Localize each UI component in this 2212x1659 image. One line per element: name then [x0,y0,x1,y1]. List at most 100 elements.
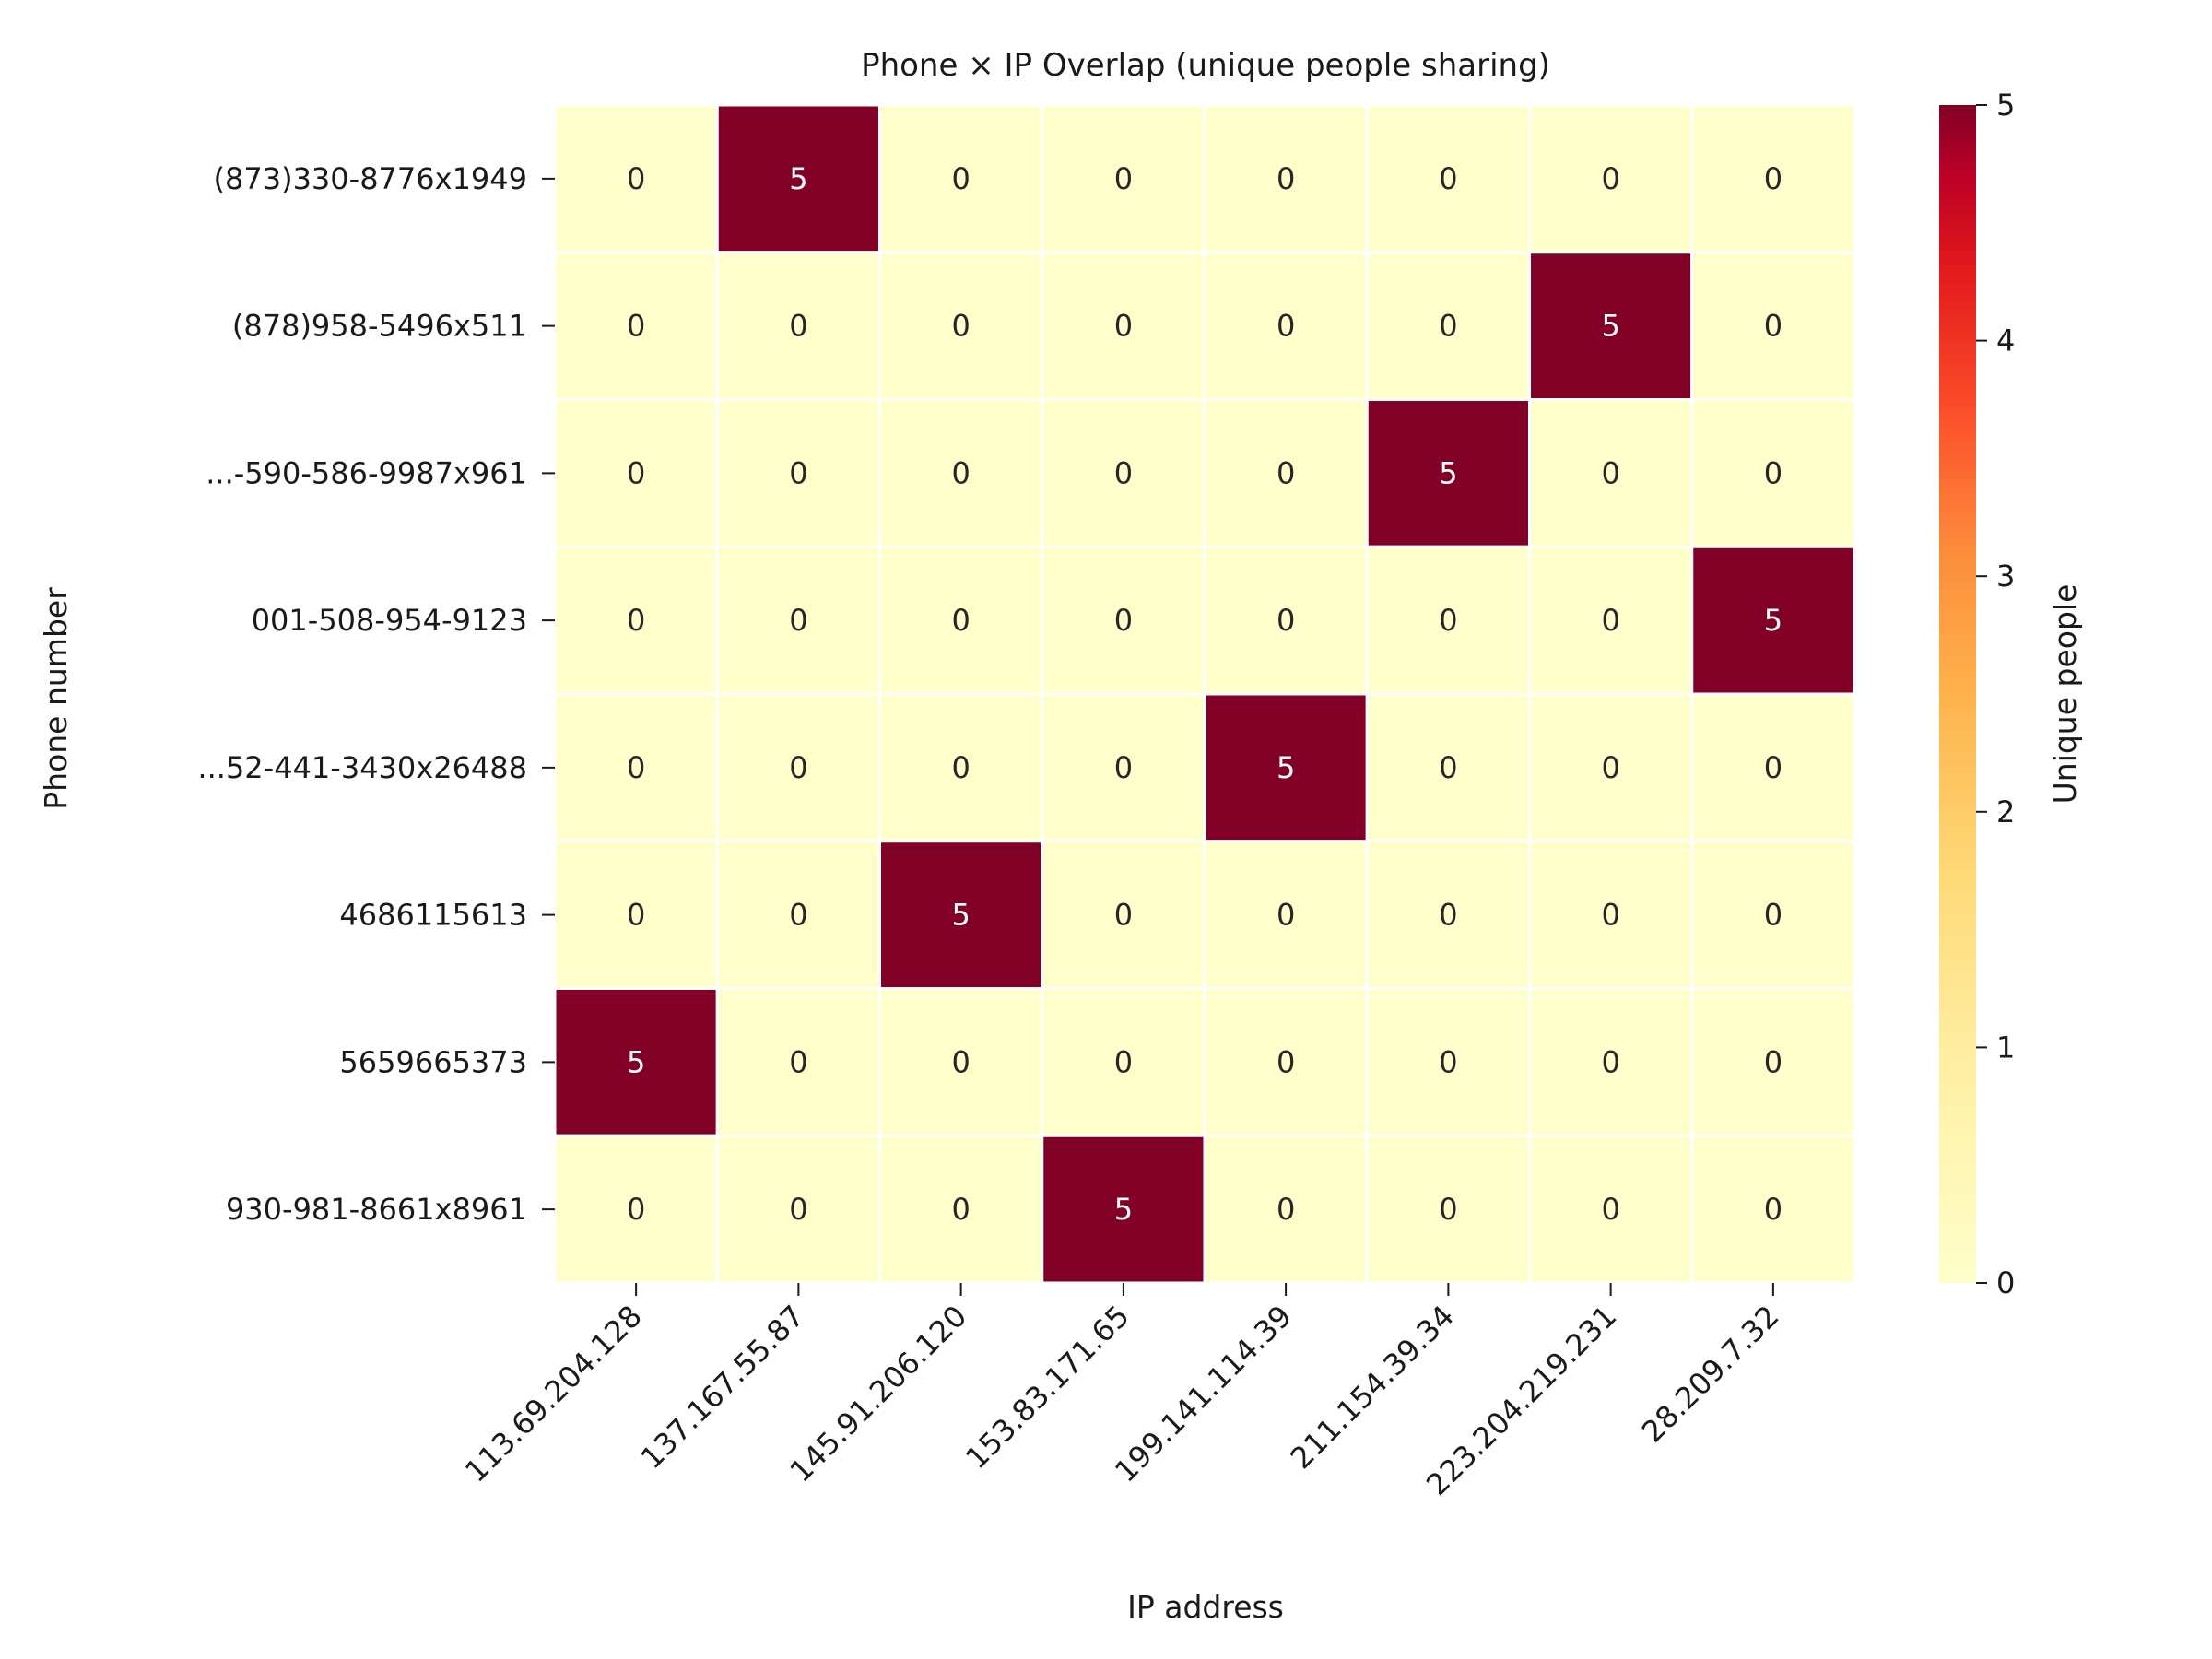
cell-value-label: 0 [1439,750,1457,785]
cell-value-label: 0 [627,603,645,638]
heatmap-cell [1690,398,1856,548]
heatmap-cell [553,103,719,254]
cell-value-label: 0 [1764,750,1783,785]
cell-value-label: 0 [1439,1192,1457,1227]
heatmap-cell [715,103,881,254]
cell-value-label: 5 [1114,1192,1133,1227]
heatmap-cell [1203,987,1369,1137]
cell-value-label: 0 [1764,1044,1783,1079]
heatmap-cell [1365,251,1531,401]
cell-value-label: 5 [627,1044,645,1079]
cell-value-label: 5 [1601,309,1619,344]
heatmap-cell [553,987,719,1137]
heatmap-cell [1528,840,1694,990]
y-tick-label: 930-981-8661x8961 [226,1192,527,1227]
heatmap-cell [1690,692,1856,843]
heatmap-cell [715,398,881,548]
cell-value-label: 0 [1277,898,1295,933]
y-tick-label: ...-590-586-9987x961 [206,455,527,490]
cell-value-label: 0 [1277,1192,1295,1227]
cell-value-label: 0 [1764,161,1783,196]
cell-value-label: 5 [1439,455,1457,490]
cell-value-label: 0 [1277,161,1295,196]
heatmap-cell [878,987,1044,1137]
y-tick-label: 001-508-954-9123 [252,603,527,638]
cell-value-label: 0 [951,1192,970,1227]
heatmap-cell [715,987,881,1137]
x-axis-ticks: 113.69.204.128137.167.55.87145.91.206.12… [458,1283,1786,1502]
cell-value-label: 0 [1277,455,1295,490]
y-axis-label: Phone number [38,587,74,810]
heatmap-cell [1528,987,1694,1137]
cell-value-label: 0 [1764,898,1783,933]
cell-value-label: 0 [627,1192,645,1227]
cell-value-label: 0 [1764,1192,1783,1227]
colorbar-ticks: 0 1 2 3 4 5 [1976,88,2015,1300]
y-tick-label: (878)958-5496x511 [232,309,527,344]
cell-value-label: 0 [951,309,970,344]
cell-value-label: 0 [1277,1044,1295,1079]
cell-value-label: 0 [789,750,807,785]
heatmap-cell [715,251,881,401]
colorbar [1939,105,1976,1283]
cell-value-label: 0 [789,309,807,344]
cell-value-label: 0 [1114,455,1133,490]
x-tick-label: 211.154.39.34 [1284,1299,1461,1476]
cell-value-label: 0 [1601,1044,1619,1079]
cell-value-label: 0 [789,1044,807,1079]
colorbar-tick-label: 4 [1996,324,2015,359]
cell-value-label: 0 [1114,898,1133,933]
heatmap-cell [1041,251,1206,401]
heatmap-cell [1365,398,1531,548]
colorbar-tick-label: 1 [1996,1030,2015,1065]
heatmap-cell [1690,987,1856,1137]
heatmap-cell [1528,545,1694,696]
heatmap-cell [878,1134,1044,1285]
heatmap-cell [878,545,1044,696]
cell-value-label: 0 [1439,309,1457,344]
y-tick-label: ...52-441-3430x26488 [197,750,527,785]
cell-value-label: 0 [789,603,807,638]
cell-value-label: 0 [627,161,645,196]
cell-value-label: 0 [627,898,645,933]
heatmap-cell [878,398,1044,548]
cell-value-label: 0 [789,898,807,933]
colorbar-tick-label: 5 [1996,88,2015,123]
cell-value-label: 0 [1114,750,1133,785]
cell-value-label: 0 [789,1192,807,1227]
colorbar-tick-label: 0 [1996,1265,2015,1300]
cell-value-label: 0 [1601,603,1619,638]
heatmap-cell [1365,840,1531,990]
heatmap-cell [1690,251,1856,401]
cell-value-label: 0 [1601,750,1619,785]
cell-value-label: 0 [1114,603,1133,638]
cell-value-label: 0 [951,750,970,785]
heatmap-cell [1203,692,1369,843]
chart-title: Phone × IP Overlap (unique people sharin… [861,47,1550,84]
heatmap-cell [1203,398,1369,548]
heatmap-cell [1203,545,1369,696]
cell-value-label: 0 [951,455,970,490]
cell-value-label: 0 [627,455,645,490]
colorbar-tick-label: 3 [1996,559,2015,594]
heatmap-cell [1690,103,1856,254]
cell-value-label: 0 [1439,161,1457,196]
cell-value-label: 0 [1114,1044,1133,1079]
cell-value-label: 0 [627,750,645,785]
x-tick-label: 137.167.55.87 [634,1299,811,1476]
heatmap-cell [1041,398,1206,548]
colorbar-label: Unique people [2047,584,2083,805]
heatmap-cell [1528,692,1694,843]
cell-value-label: 0 [951,161,970,196]
cell-value-label: 0 [1601,161,1619,196]
heatmap-cells [553,103,1856,1285]
heatmap-cell [1041,692,1206,843]
cell-value-label: 0 [951,1044,970,1079]
cell-value-label: 0 [951,603,970,638]
cell-value-label: 0 [1277,603,1295,638]
y-tick-label: (873)330-8776x1949 [214,161,527,196]
heatmap-cell [1203,1134,1369,1285]
x-tick-label: 113.69.204.128 [458,1299,649,1489]
heatmap-cell [1041,545,1206,696]
